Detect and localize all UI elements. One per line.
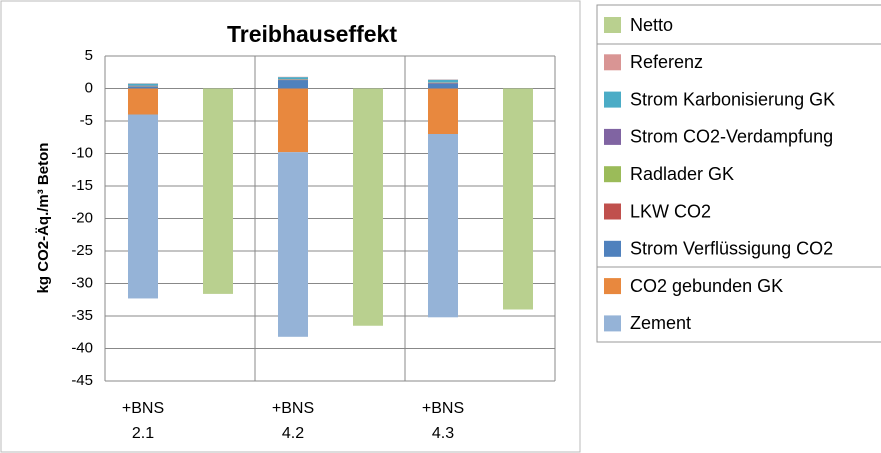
legend-label: Strom Verflüssigung CO2 [630,239,833,259]
bar-segment [278,88,308,153]
legend-swatch [604,128,621,145]
legend-swatch [604,203,621,220]
legend-label: Radlader GK [630,164,734,184]
legend-swatch [604,54,621,71]
x-tick-label: +BNS 4.2 [271,400,315,442]
y-tick-label: -20 [71,209,93,226]
y-tick-label: -5 [80,112,93,129]
y-axis-label: kg CO2-Äq./m³ Beton [35,143,52,294]
legend-swatch [604,278,621,295]
y-tick-label: -35 [71,307,93,324]
legend-swatch [604,315,621,332]
bar [503,88,533,310]
bar-segment [428,88,458,134]
bar-segment [278,152,308,337]
bar-segment [128,86,158,89]
bar-segment [128,114,158,299]
legend-swatch [604,17,621,33]
y-tick-label: -45 [71,372,93,389]
y-tick-label: -30 [71,274,93,291]
bar [353,88,383,326]
y-tick-label: -15 [71,177,93,194]
legend-label: Netto [630,15,673,35]
legend-label: Strom CO2-Verdampfung [630,127,833,147]
legend-swatch [604,166,621,183]
bar-segment [428,79,458,83]
legend-label: Strom Karbonisierung GK [630,89,835,109]
bar-segment [128,83,158,86]
y-tick-label: 5 [85,47,93,64]
x-tick-label: +BNS 2.1 [121,400,165,442]
legend-frame [596,4,881,343]
legend-label: LKW CO2 [630,201,711,221]
bar-segment [428,134,458,318]
bar-segment [278,80,308,89]
y-tick-label: -10 [71,144,93,161]
bar [203,88,233,294]
bar-segment [428,83,458,89]
legend-label: Zement [630,313,691,333]
x-tick-label: +BNS 4.3 [421,400,465,442]
y-tick-label: -25 [71,242,93,259]
legend-swatch [604,240,621,257]
chart-title: Treibhauseffekt [227,21,397,47]
y-tick-label: 0 [85,79,93,96]
bar-segment [278,77,308,80]
legend-label: CO2 gebunden GK [630,276,783,296]
y-tick-label: -40 [71,339,93,356]
legend-label: Referenz [630,52,703,72]
legend-swatch [604,91,621,108]
bar-segment [128,88,158,115]
